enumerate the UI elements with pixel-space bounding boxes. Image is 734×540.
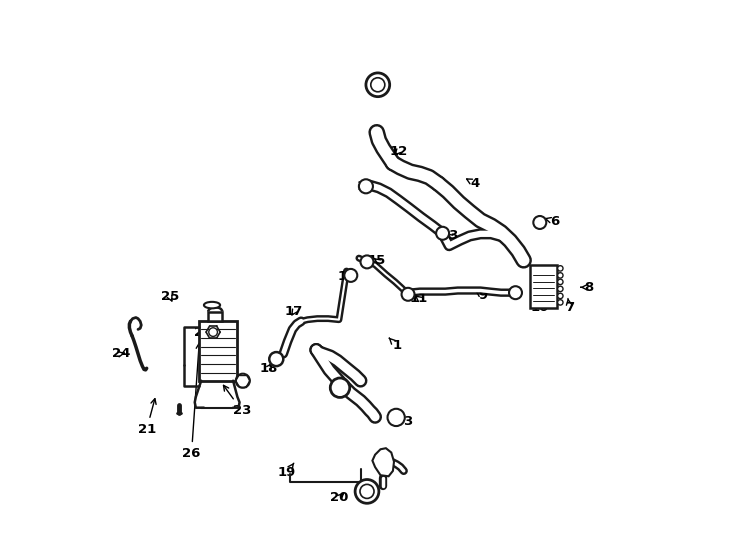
Circle shape: [558, 266, 563, 271]
Text: 26: 26: [182, 343, 201, 460]
Text: 23: 23: [223, 386, 251, 417]
Ellipse shape: [204, 302, 220, 308]
Circle shape: [359, 179, 373, 193]
Text: 25: 25: [161, 291, 179, 303]
Circle shape: [558, 300, 563, 305]
Text: 24: 24: [112, 347, 131, 360]
Text: 14: 14: [357, 180, 375, 193]
Circle shape: [355, 480, 379, 503]
Bar: [530, 265, 557, 308]
Text: 11: 11: [409, 292, 427, 305]
Bar: [208, 312, 222, 321]
Text: 12: 12: [389, 145, 407, 158]
Text: 9: 9: [476, 289, 487, 302]
Circle shape: [558, 286, 563, 292]
Text: 1: 1: [389, 338, 401, 352]
Text: 6: 6: [545, 215, 559, 228]
Text: 16: 16: [338, 270, 356, 283]
Circle shape: [558, 273, 563, 278]
Text: 8: 8: [581, 281, 593, 294]
Circle shape: [269, 352, 283, 366]
Circle shape: [558, 279, 563, 285]
Text: 19: 19: [278, 463, 297, 479]
Text: 18: 18: [260, 362, 278, 375]
Circle shape: [330, 378, 349, 397]
Text: 22: 22: [195, 326, 213, 339]
Text: 21: 21: [137, 399, 156, 436]
Circle shape: [344, 269, 357, 282]
Text: 5: 5: [367, 80, 379, 93]
Text: 13: 13: [440, 230, 459, 242]
Circle shape: [208, 328, 217, 336]
Text: 17: 17: [285, 305, 303, 318]
Circle shape: [534, 216, 546, 229]
Text: 10: 10: [531, 298, 549, 314]
Text: 20: 20: [330, 491, 348, 504]
Circle shape: [509, 286, 522, 299]
Text: 7: 7: [565, 299, 574, 314]
Circle shape: [360, 484, 374, 498]
Circle shape: [366, 73, 390, 97]
Circle shape: [388, 409, 404, 426]
Circle shape: [360, 255, 374, 268]
Bar: [198, 321, 237, 381]
Circle shape: [436, 227, 449, 240]
Polygon shape: [372, 448, 394, 476]
Text: 2: 2: [333, 382, 342, 398]
Circle shape: [236, 374, 250, 388]
Text: 15: 15: [368, 254, 386, 267]
Text: 3: 3: [398, 415, 412, 428]
Circle shape: [371, 78, 385, 92]
Text: 4: 4: [467, 177, 479, 190]
Circle shape: [558, 293, 563, 299]
Circle shape: [401, 288, 415, 301]
